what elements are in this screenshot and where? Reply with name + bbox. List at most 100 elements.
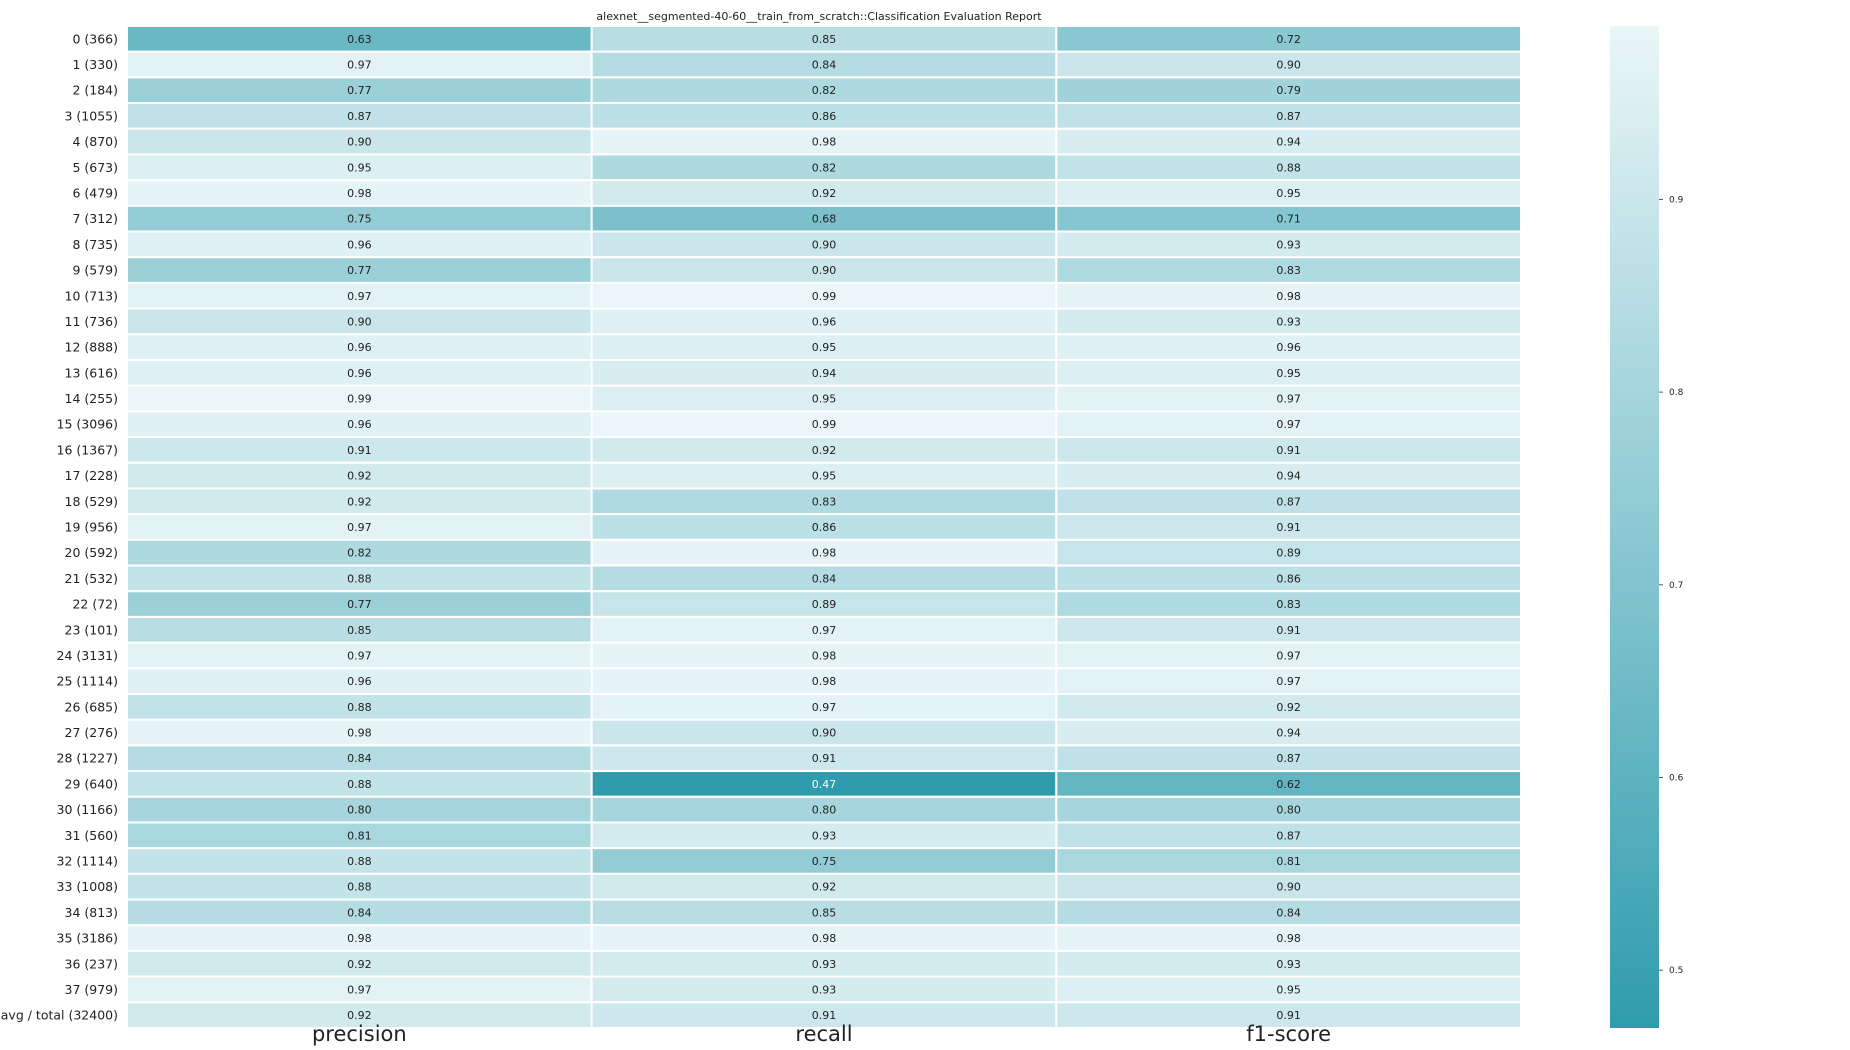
cell-value-label: 0.95 [1276,983,1301,996]
cell-value-label: 0.84 [812,59,837,72]
heatmap-cell [1055,256,1523,284]
cell-value-label: 0.96 [812,315,837,328]
cell-value-label: 0.97 [812,701,837,714]
heatmap-cell [126,590,593,618]
cell-value-label: 0.88 [347,881,372,894]
heatmap-cell [126,693,593,721]
heatmap-cell [126,487,593,516]
row-tick-label: 30 (1166) [57,802,118,817]
row-tick-label: 6 (479) [72,186,118,201]
row-tick-label: 28 (1227) [57,751,118,766]
heatmap-cell [590,667,1058,695]
heatmap-cell [590,127,1058,156]
heatmap-cell [1055,102,1523,130]
cell-value-label: 0.90 [347,136,372,149]
heatmap-cell [590,513,1058,541]
heatmap-cell [1055,281,1523,310]
cell-value-label: 0.83 [1276,598,1301,611]
cell-value-label: 0.82 [347,547,372,560]
cell-value-label: 0.96 [347,675,372,688]
heatmap-cell [126,179,593,207]
cell-value-label: 0.79 [1276,84,1301,97]
cell-value-label: 0.97 [1276,675,1301,688]
cell-value-label: 0.86 [812,110,837,123]
cell-value-label: 0.82 [812,161,837,174]
cell-value-label: 0.97 [347,521,372,534]
cell-value-label: 0.96 [347,418,372,431]
heatmap-cell [590,256,1058,284]
heatmap-cell [1055,153,1523,182]
cell-value-label: 0.91 [1276,521,1301,534]
row-tick-label: 32 (1114) [57,854,118,869]
cell-value-label: 0.96 [347,238,372,251]
heatmap-cell [126,770,593,798]
cell-value-label: 0.90 [812,264,837,277]
cell-value-label: 0.88 [347,855,372,868]
cell-value-label: 0.84 [347,752,372,765]
colorbar-tick-label: 0.6 [1669,774,1684,784]
heatmap-cell [1055,204,1523,233]
cell-value-label: 0.85 [347,624,372,637]
colorbar-tick-label: 0.9 [1669,195,1684,205]
cell-value-label: 0.93 [1276,958,1301,971]
heatmap-cell [1055,230,1523,259]
row-tick-label: 12 (888) [65,340,119,355]
column-labels: precision recall f1-score [312,1022,1331,1046]
cell-value-label: 0.87 [1276,110,1301,123]
row-tick-label: 7 (312) [72,211,118,226]
heatmap-cell [1055,461,1523,490]
cell-value-label: 0.62 [1276,778,1301,791]
cell-value-label: 0.99 [812,418,837,431]
heatmap-cell [590,153,1058,182]
row-tick-label: 18 (529) [65,494,119,509]
cell-value-label: 0.93 [812,958,837,971]
heatmap-cell [1055,590,1523,618]
colorbar-tick-label: 0.8 [1669,388,1684,398]
cell-value-label: 0.93 [812,983,837,996]
row-tick-label: 33 (1008) [57,879,118,894]
cell-value-label: 0.87 [1276,752,1301,765]
cell-value-label: 0.97 [347,290,372,303]
cell-value-label: 0.97 [347,649,372,662]
row-tick-label: 11 (736) [65,314,119,329]
cell-value-label: 0.87 [1276,829,1301,842]
cell-value-label: 0.72 [1276,33,1301,46]
heatmap-cell [590,436,1058,464]
cell-value-label: 0.88 [347,778,372,791]
row-tick-label: avg / total (32400) [1,1008,118,1023]
heatmap-cell [1055,641,1523,670]
heatmap-cell [126,641,593,670]
cell-value-label: 0.84 [812,572,837,585]
row-tick-label: 0 (366) [72,31,118,46]
row-tick-label: 24 (3131) [57,648,118,663]
heatmap-cell [1055,821,1523,850]
row-tick-label: 1 (330) [72,57,118,72]
heatmap-cell [126,847,593,875]
cell-value-label: 0.88 [1276,161,1301,174]
cell-value-label: 0.71 [1276,213,1301,226]
row-tick-label: 2 (184) [72,83,118,98]
cell-value-label: 0.95 [812,393,837,406]
heatmap-cell [126,281,593,310]
column-tick-label: f1-score [1246,1022,1331,1046]
cell-value-label: 0.47 [812,778,837,791]
cell-value-label: 0.98 [812,136,837,149]
cell-value-label: 0.98 [1276,290,1301,303]
row-tick-label: 3 (1055) [65,108,119,123]
heatmap-cell [1055,410,1523,439]
cell-value-label: 0.88 [347,572,372,585]
cell-value-label: 0.82 [812,84,837,97]
cell-value-label: 0.96 [1276,341,1301,354]
row-tick-label: 5 (673) [72,160,118,175]
heatmap-cells: 0.63 0.85 0.72 0.97 0.84 0.90 0.77 0.82 0.79 0.87… [126,25,1523,1029]
cell-value-label: 0.80 [347,804,372,817]
heatmap-cell [590,949,1058,978]
heatmap-cell [1055,1001,1523,1029]
cell-value-label: 0.77 [347,264,372,277]
cell-value-label: 0.81 [1276,855,1301,868]
heatmap-cell [590,770,1058,798]
cell-value-label: 0.87 [347,110,372,123]
row-tick-label: 9 (579) [72,263,118,278]
heatmap-cell [590,590,1058,618]
row-tick-label: 14 (255) [65,391,119,406]
